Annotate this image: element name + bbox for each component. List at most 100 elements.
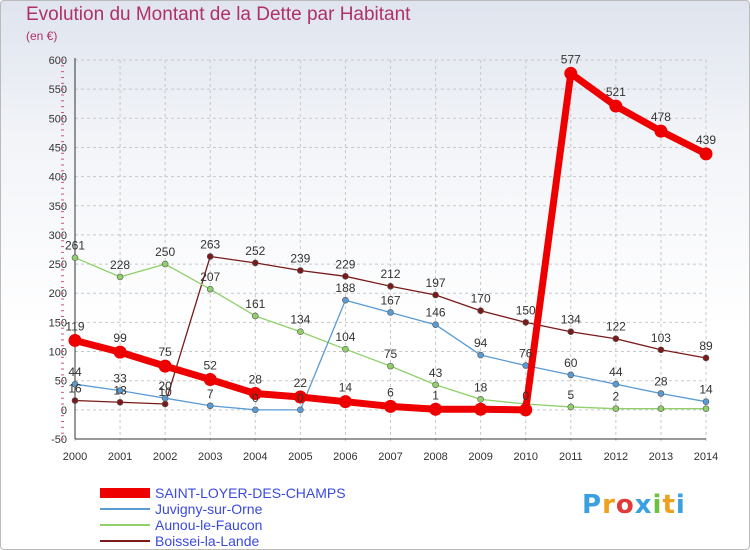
point-boissei-la-lande-2009 [477, 307, 484, 315]
point-saint-loyer-des-champs-2005 [293, 390, 307, 404]
data-label-boissei-la-lande-2007: 212 [380, 267, 400, 281]
data-label-juvigny-sur-orne-2002: 20 [158, 379, 172, 393]
data-label-boissei-la-lande-2005: 239 [290, 251, 310, 265]
point-boissei-la-lande-2012 [612, 335, 620, 343]
point-aunou-le-faucon-2002 [161, 260, 169, 268]
point-boissei-la-lande-2008 [432, 291, 439, 299]
point-saint-loyer-des-champs-2010 [519, 403, 533, 417]
point-boissei-la-lande-2007 [387, 282, 394, 290]
data-label-boissei-la-lande-2013: 103 [651, 331, 671, 345]
point-juvigny-sur-orne-2009 [477, 351, 484, 359]
data-label-aunou-le-faucon-2000: 261 [65, 239, 85, 253]
legend: SAINT-LOYER-DES-CHAMPSJuvigny-sur-OrneAu… [100, 485, 346, 549]
x-tick-label-2013: 2013 [649, 451, 673, 463]
point-juvigny-sur-orne-2011 [567, 371, 575, 379]
y-tick-label-100: 100 [49, 347, 67, 359]
data-label-juvigny-sur-orne-2003: 7 [207, 387, 214, 401]
point-saint-loyer-des-champs-2011 [564, 66, 578, 80]
logo-letter: x [634, 490, 653, 520]
data-label-juvigny-sur-orne-2006: 188 [335, 281, 355, 295]
point-saint-loyer-des-champs-2012 [609, 99, 623, 113]
point-saint-loyer-des-champs-2009 [474, 402, 488, 416]
x-tick-label-2011: 2011 [559, 451, 583, 463]
data-label-aunou-le-faucon-2006: 104 [335, 330, 355, 344]
point-boissei-la-lande-2005 [297, 267, 304, 274]
point-boissei-la-lande-2013 [657, 346, 665, 354]
logo-letter: i [675, 490, 686, 520]
point-juvigny-sur-orne-2014 [702, 398, 710, 405]
data-label-aunou-le-faucon-2007: 75 [384, 347, 398, 361]
data-label-aunou-le-faucon-2011: 5 [567, 388, 574, 402]
point-aunou-le-faucon-2011 [567, 403, 575, 411]
point-saint-loyer-des-champs-2007 [384, 399, 397, 413]
point-saint-loyer-des-champs-2014 [699, 147, 713, 161]
data-label-boissei-la-lande-2008: 197 [426, 276, 446, 290]
data-label-boissei-la-lande-2012: 122 [606, 320, 626, 334]
data-label-boissei-la-lande-2014: 89 [699, 339, 713, 353]
point-boissei-la-lande-2000 [71, 397, 79, 404]
point-aunou-le-faucon-2008 [432, 381, 439, 389]
point-boissei-la-lande-2014 [702, 354, 710, 362]
data-label-juvigny-sur-orne-2012: 44 [609, 365, 623, 379]
data-label-juvigny-sur-orne-2008: 146 [426, 306, 446, 320]
x-tick-label-2000: 2000 [63, 451, 87, 463]
point-aunou-le-faucon-2004 [251, 312, 259, 320]
y-tick-label-350: 350 [49, 201, 67, 213]
data-label-aunou-le-faucon-2005: 134 [290, 313, 310, 327]
data-label-juvigny-sur-orne-2000: 44 [68, 365, 82, 379]
data-label-juvigny-sur-orne-2011: 60 [564, 356, 578, 370]
y-tick-label-600: 600 [49, 55, 67, 67]
data-label-juvigny-sur-orne-2001: 33 [113, 372, 127, 386]
point-boissei-la-lande-2001 [116, 398, 124, 406]
point-saint-loyer-des-champs-2008 [429, 402, 443, 416]
y-tick-label-500: 500 [49, 113, 67, 125]
data-label-aunou-le-faucon-2003: 207 [200, 270, 220, 284]
series-layer [68, 66, 713, 417]
point-boissei-la-lande-2006 [342, 273, 349, 280]
point-aunou-le-faucon-2006 [342, 345, 349, 353]
data-label-boissei-la-lande-2000: 16 [68, 382, 82, 396]
data-label-juvigny-sur-orne-2014: 14 [699, 383, 713, 397]
logo-letter: i [652, 490, 663, 520]
data-label-boissei-la-lande-2004: 252 [245, 244, 265, 258]
data-label-saint-loyer-des-champs-2001: 99 [113, 331, 127, 345]
axes: -500501001502002503003504004505005506002… [49, 55, 719, 463]
point-juvigny-sur-orne-2001 [116, 387, 124, 394]
point-juvigny-sur-orne-2004 [251, 406, 259, 414]
y-tick-label-400: 400 [49, 172, 67, 184]
data-label-boissei-la-lande-2002: 10 [158, 385, 172, 399]
x-tick-label-2008: 2008 [423, 451, 447, 463]
x-tick-label-2012: 2012 [604, 451, 628, 463]
x-tick-label-2010: 2010 [513, 451, 537, 463]
point-aunou-le-faucon-2012 [612, 405, 620, 412]
point-juvigny-sur-orne-2003 [206, 402, 214, 410]
y-tick-label-300: 300 [49, 230, 67, 242]
data-label-boissei-la-lande-2003: 263 [200, 237, 220, 251]
data-label-aunou-le-faucon-2001: 228 [110, 258, 130, 272]
x-tick-label-2002: 2002 [153, 451, 177, 463]
y-axis-unit: (en €) [26, 29, 58, 43]
data-label-aunou-le-faucon-2012: 2 [613, 390, 620, 404]
data-label-saint-loyer-des-champs-2002: 75 [158, 345, 172, 359]
point-boissei-la-lande-2002 [161, 400, 169, 408]
point-saint-loyer-des-champs-2002 [158, 359, 172, 373]
point-boissei-la-lande-2004 [251, 259, 259, 267]
x-tick-label-2005: 2005 [288, 451, 312, 463]
logo-letter: o [615, 490, 635, 520]
point-juvigny-sur-orne-2005 [297, 406, 304, 414]
point-aunou-le-faucon-2007 [387, 362, 394, 370]
data-label-saint-loyer-des-champs-2003: 52 [204, 359, 218, 373]
point-saint-loyer-des-champs-2001 [113, 345, 127, 359]
y-tick-label-250: 250 [49, 259, 67, 271]
data-label-boissei-la-lande-2006: 229 [335, 257, 355, 271]
y-tick-label--50: -50 [51, 434, 67, 446]
x-tick-label-2009: 2009 [468, 451, 492, 463]
data-label-juvigny-sur-orne-2007: 167 [380, 293, 400, 307]
point-boissei-la-lande-2010 [522, 319, 530, 326]
data-label-saint-loyer-des-champs-2005: 22 [294, 376, 308, 390]
y-tick-label-0: 0 [61, 405, 67, 417]
y-tick-label-550: 550 [49, 84, 67, 96]
point-saint-loyer-des-champs-2000 [68, 333, 82, 347]
